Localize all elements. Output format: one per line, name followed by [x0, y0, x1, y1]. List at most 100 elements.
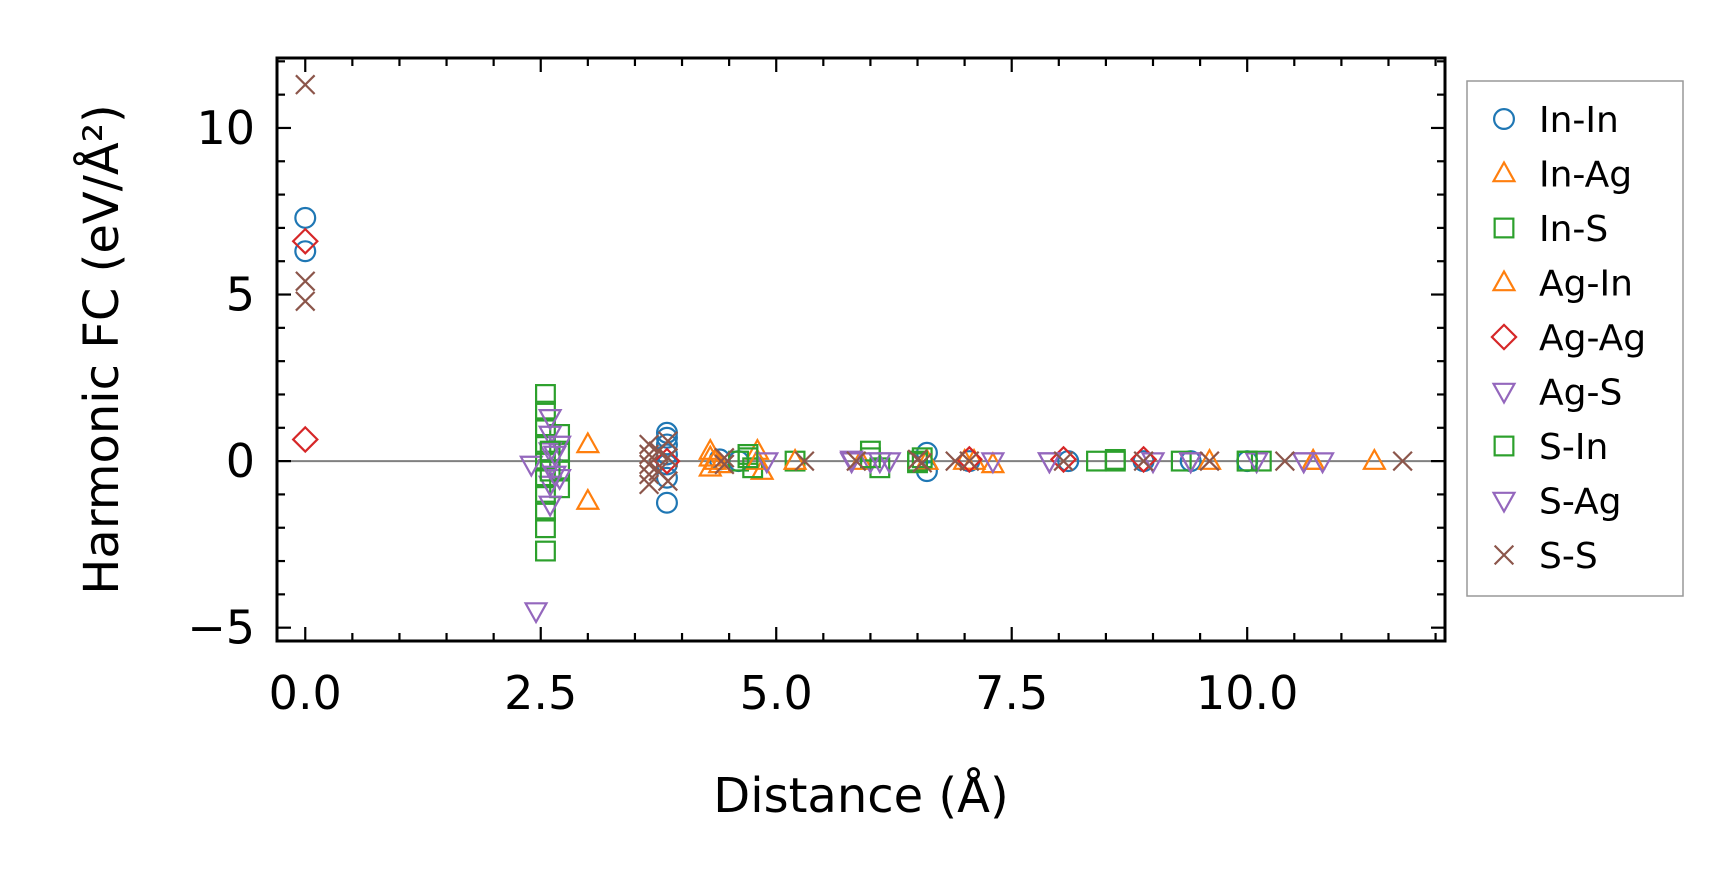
- data-point: [535, 540, 556, 562]
- data-point: [754, 452, 780, 475]
- legend-marker: [1492, 107, 1515, 130]
- data-point: [782, 447, 808, 470]
- data-point: [1310, 452, 1335, 475]
- data-point: [535, 500, 556, 522]
- legend-marker: [1493, 544, 1515, 566]
- data-point: [1104, 450, 1126, 472]
- data-point: [575, 487, 601, 510]
- legend-label: In-Ag: [1539, 155, 1632, 196]
- data-point: [1049, 445, 1078, 474]
- data-point: [1140, 452, 1166, 475]
- data-point: [295, 74, 316, 95]
- data-point: [638, 434, 660, 455]
- data-point: [867, 452, 893, 475]
- data-point: [537, 408, 563, 432]
- data-point: [737, 447, 759, 469]
- data-point: [714, 454, 735, 475]
- legend-item: Ag-S: [1491, 373, 1622, 414]
- data-point: [537, 442, 563, 465]
- data-point: [523, 602, 549, 625]
- data-point: [1133, 450, 1154, 472]
- data-point: [291, 227, 319, 255]
- data-point: [1291, 452, 1317, 475]
- data-point: [1197, 447, 1222, 470]
- data-point: [959, 450, 980, 472]
- data-point: [657, 447, 679, 468]
- data-point: [653, 447, 681, 475]
- y-tick-label: 0: [226, 434, 255, 488]
- data-point: [1178, 452, 1204, 475]
- data-point: [638, 474, 660, 495]
- data-point: [745, 447, 770, 470]
- legend-marker: [1491, 382, 1517, 405]
- data-point: [535, 517, 556, 539]
- data-point: [655, 443, 678, 466]
- y-tick-label: −5: [187, 601, 255, 655]
- data-point: [794, 450, 815, 472]
- data-point: [1236, 450, 1258, 472]
- x-tick-label: 10.0: [1196, 666, 1298, 720]
- y-tick-label: 10: [196, 101, 255, 155]
- data-point: [911, 447, 933, 469]
- data-point: [295, 291, 316, 312]
- legend-label: S-S: [1539, 536, 1598, 577]
- data-point: [1274, 450, 1295, 472]
- data-point: [542, 465, 568, 488]
- legend-item: S-S: [1493, 536, 1598, 577]
- legend-label: S-In: [1539, 427, 1608, 468]
- data-point: [714, 447, 735, 468]
- data-point: [1170, 450, 1192, 472]
- legend-marker: [1491, 160, 1517, 183]
- data-point: [539, 440, 561, 462]
- data-point: [294, 240, 317, 263]
- data-point: [1392, 450, 1413, 472]
- data-point: [1104, 448, 1126, 470]
- legend-item: In-S: [1493, 209, 1608, 250]
- data-point: [657, 470, 679, 492]
- legend-item: S-In: [1493, 427, 1608, 468]
- plot-frame: [275, 56, 1447, 643]
- data-point: [295, 271, 316, 292]
- x-tick-label: 2.5: [504, 666, 577, 720]
- legend-item: In-Ag: [1491, 155, 1632, 196]
- legend-item: Ag-Ag: [1490, 318, 1646, 359]
- legend-marker: [1490, 323, 1518, 351]
- legend-label: Ag-In: [1539, 264, 1633, 305]
- data-point: [1037, 452, 1062, 475]
- data-point: [638, 454, 660, 475]
- legend-label: S-Ag: [1539, 482, 1622, 523]
- legend-label: In-S: [1539, 209, 1608, 250]
- data-point: [1053, 450, 1074, 472]
- legend-label: Ag-Ag: [1539, 318, 1646, 359]
- data-point: [535, 384, 556, 405]
- data-point: [294, 206, 317, 229]
- legend-marker: [1491, 491, 1517, 514]
- x-tick-label: 0.0: [269, 666, 342, 720]
- data-point: [1362, 447, 1387, 470]
- data-point: [907, 452, 928, 474]
- x-axis-label: Distance (Å): [713, 767, 1008, 824]
- series-ag-in: [697, 444, 1326, 474]
- data-point: [655, 491, 678, 514]
- legend-label: Ag-S: [1539, 373, 1622, 414]
- data-point: [518, 455, 544, 478]
- data-point: [1129, 445, 1158, 474]
- legend-marker: [1493, 217, 1515, 239]
- data-point: [912, 452, 933, 473]
- data-point: [542, 445, 568, 468]
- y-axis-label: Harmonic FC (eV/Å²): [73, 104, 130, 594]
- y-tick-label: 5: [226, 268, 255, 322]
- legend: In-In In-Ag In-S Ag-In Ag-Ag Ag-S S-In S-Ag S-S: [1466, 80, 1684, 597]
- data-point: [657, 430, 679, 452]
- legend-marker: [1491, 269, 1517, 292]
- plot-area: [277, 74, 1445, 625]
- data-point: [291, 425, 319, 454]
- data-point: [846, 450, 867, 472]
- legend-item: Ag-In: [1491, 264, 1633, 305]
- series-ag-ag: [291, 227, 1158, 475]
- legend-item: In-In: [1492, 100, 1619, 141]
- data-point: [1199, 450, 1220, 472]
- axes: 0.0 2.5 5.0 7.5 10.0 −5 0 5 10: [187, 56, 1447, 720]
